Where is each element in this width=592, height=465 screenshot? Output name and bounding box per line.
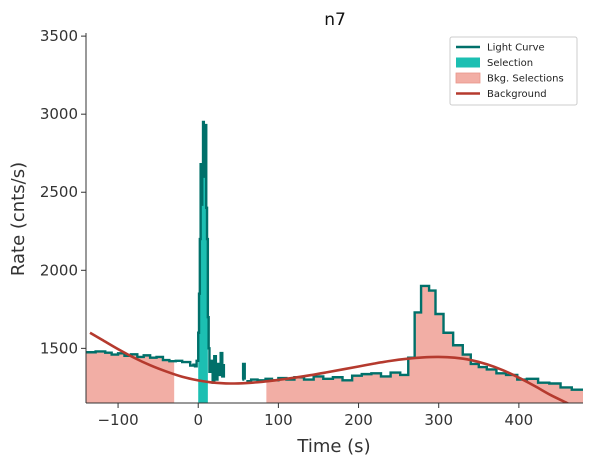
legend-label: Background bbox=[487, 89, 547, 100]
x-tick-label: 200 bbox=[344, 411, 373, 429]
legend-item: Selection bbox=[456, 57, 533, 69]
y-tick-label: 3500 bbox=[40, 27, 78, 45]
light-curve-segment-2 bbox=[241, 362, 246, 381]
bkg-selection-1 bbox=[86, 351, 175, 403]
x-axis-label: Time (s) bbox=[296, 436, 370, 457]
chart-title: n7 bbox=[324, 10, 346, 30]
legend-item: Background bbox=[456, 89, 547, 100]
axes bbox=[85, 33, 583, 404]
y-axis-label: Rate (cnts/s) bbox=[8, 162, 29, 276]
legend-patch-swatch bbox=[455, 72, 481, 84]
plot-content bbox=[86, 120, 583, 403]
legend-label: Light Curve bbox=[487, 43, 545, 54]
y-tick-label: 3000 bbox=[40, 105, 78, 123]
x-tick-label: 400 bbox=[505, 411, 534, 429]
legend: Light Curve Selection Bkg. Selections Backg… bbox=[449, 36, 578, 106]
legend-item: Light Curve bbox=[456, 43, 545, 54]
ticks: −100 0 100 200 300 400 1500 2000 2500 3000 3500 bbox=[40, 27, 533, 429]
plot-area bbox=[86, 120, 583, 403]
legend-box bbox=[449, 36, 578, 106]
legend-label: Bkg. Selections bbox=[487, 74, 564, 85]
legend-patch-swatch bbox=[456, 57, 480, 68]
background-curve bbox=[89, 331, 570, 403]
y-tick-label: 2500 bbox=[40, 183, 78, 201]
legend-item: Bkg. Selections bbox=[455, 72, 564, 85]
x-tick-label: −100 bbox=[97, 411, 138, 429]
x-tick-label: 300 bbox=[424, 411, 453, 429]
x-tick-label: 100 bbox=[264, 411, 293, 429]
y-tick-label: 2000 bbox=[40, 261, 78, 279]
y-tick-label: 1500 bbox=[40, 339, 78, 357]
legend-label: Selection bbox=[487, 58, 533, 69]
x-tick-label: 0 bbox=[193, 411, 203, 429]
